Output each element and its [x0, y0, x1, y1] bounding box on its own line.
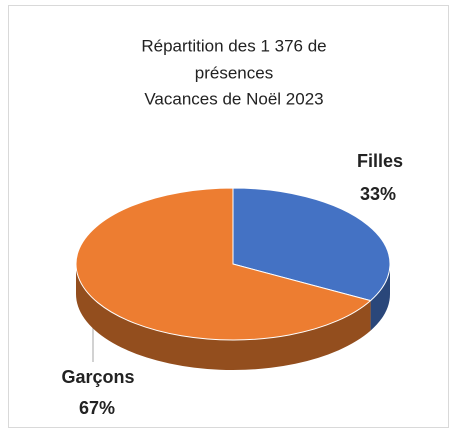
pie-slice [75, 187, 372, 341]
chart-title: Répartition des 1 376 de [141, 36, 326, 55]
category-label: Filles [357, 151, 403, 171]
pie-slice-side [76, 264, 371, 370]
chart-title: Vacances de Noël 2023 [144, 89, 323, 108]
pie-slice-side [370, 264, 390, 331]
value-label: 67% [79, 398, 115, 418]
category-label: Garçons [61, 367, 134, 387]
pie-slice [232, 187, 391, 302]
chart-title: présences [195, 63, 273, 82]
value-label: 33% [360, 184, 396, 204]
